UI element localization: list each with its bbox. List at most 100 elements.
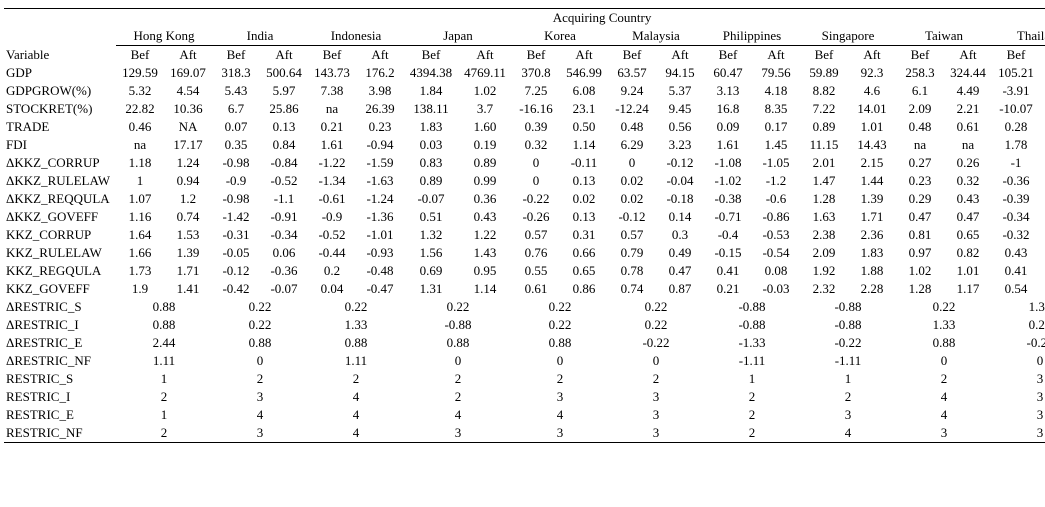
value-cell: 3 (404, 424, 512, 443)
value-cell: -10.07 (992, 100, 1040, 118)
value-cell: 318.3 (212, 64, 260, 82)
super-header: Acquiring Country (116, 9, 1045, 28)
value-cell: 0.30 (1040, 118, 1045, 136)
value-cell: -1.59 (356, 154, 404, 172)
value-cell: 0.02 (560, 190, 608, 208)
value-cell: -0.71 (704, 208, 752, 226)
value-cell: 0.69 (404, 262, 458, 280)
value-cell: -1.05 (752, 154, 800, 172)
value-cell: 6.08 (560, 82, 608, 100)
value-cell: 0.22 (404, 298, 512, 316)
value-cell: -0.53 (752, 226, 800, 244)
country-header: Hong Kong (116, 27, 212, 46)
value-cell: 6.7 (212, 100, 260, 118)
value-cell: 4.18 (752, 82, 800, 100)
variable-cell: ΔKKZ_RULELAW (4, 172, 116, 190)
subperiod-header: Aft (752, 46, 800, 65)
variable-cell: GDP (4, 64, 116, 82)
table-row: RESTRIC_E1444432343 (4, 406, 1045, 424)
value-cell: 4 (308, 424, 404, 443)
value-cell: 6.29 (608, 136, 656, 154)
subperiod-header: Bef (404, 46, 458, 65)
value-cell: 0.88 (212, 334, 308, 352)
value-cell: -0.88 (800, 298, 896, 316)
value-cell: 0.02 (608, 190, 656, 208)
value-cell: 2 (896, 370, 992, 388)
value-cell: 0.43 (458, 208, 512, 226)
value-cell: 0.65 (560, 262, 608, 280)
value-cell: 1.02 (458, 82, 512, 100)
value-cell: -1.02 (704, 172, 752, 190)
value-cell: 0 (608, 352, 704, 370)
value-cell: 0.19 (458, 136, 512, 154)
value-cell: 0.84 (260, 136, 308, 154)
value-cell: 17.17 (164, 136, 212, 154)
value-cell: 0.83 (404, 154, 458, 172)
value-cell: -16.16 (512, 100, 560, 118)
value-cell: 4 (212, 406, 308, 424)
value-cell: 5.97 (260, 82, 308, 100)
variable-cell: FDI (4, 136, 116, 154)
value-cell: -0.9 (308, 208, 356, 226)
value-cell: -0.15 (704, 244, 752, 262)
value-cell: 0.22 (896, 298, 992, 316)
value-cell: 2 (116, 388, 212, 406)
value-cell: -0.27 (1040, 190, 1045, 208)
value-cell: 0.89 (800, 118, 848, 136)
value-cell: 0.3 (656, 226, 704, 244)
variable-header: Variable (4, 9, 116, 65)
table-row: GDPGROW(%)5.324.545.435.977.383.981.841.… (4, 82, 1045, 100)
value-cell: 1.88 (848, 262, 896, 280)
value-cell: 1.64 (116, 226, 164, 244)
subperiod-header: Bef (308, 46, 356, 65)
value-cell: 4 (800, 424, 896, 443)
value-cell: -0.05 (212, 244, 260, 262)
value-cell: 1.47 (800, 172, 848, 190)
value-cell: 3 (992, 388, 1045, 406)
value-cell: 0.74 (164, 208, 212, 226)
value-cell: -0.44 (308, 244, 356, 262)
value-cell: 2 (212, 370, 308, 388)
country-header: Thailand (992, 27, 1045, 46)
value-cell: 0.74 (608, 280, 656, 298)
value-cell: 0.43 (992, 244, 1040, 262)
value-cell: 0.88 (116, 298, 212, 316)
value-cell: 3.23 (656, 136, 704, 154)
value-cell: 2.15 (848, 154, 896, 172)
value-cell: 2 (800, 388, 896, 406)
value-cell: 92.3 (848, 64, 896, 82)
value-cell: 5.32 (116, 82, 164, 100)
value-cell: 1.39 (848, 190, 896, 208)
value-cell: 11.15 (800, 136, 848, 154)
table-body: GDP129.59169.07318.3500.64143.73176.2439… (4, 64, 1045, 443)
value-cell: 4 (308, 406, 404, 424)
value-cell: 0.22 (608, 316, 704, 334)
value-cell: 1.92 (800, 262, 848, 280)
value-cell: 324.44 (944, 64, 992, 82)
value-cell: 0.14 (656, 208, 704, 226)
value-cell: 0.48 (608, 118, 656, 136)
value-cell: 500.64 (260, 64, 308, 82)
value-cell: 176.2 (356, 64, 404, 82)
value-cell: -0.86 (752, 208, 800, 226)
value-cell: 4 (512, 406, 608, 424)
value-cell: -0.34 (992, 208, 1040, 226)
value-cell: 0.38 (1040, 262, 1045, 280)
value-cell: -3.91 (992, 82, 1040, 100)
value-cell: 1.22 (458, 226, 512, 244)
value-cell: 25.86 (260, 100, 308, 118)
value-cell: 0.23 (356, 118, 404, 136)
value-cell: 2 (704, 424, 800, 443)
value-cell: -1.1 (260, 190, 308, 208)
value-cell: 3.13 (704, 82, 752, 100)
value-cell: 0.29 (896, 190, 944, 208)
value-cell: 0.49 (656, 244, 704, 262)
value-cell: 2.09 (896, 100, 944, 118)
value-cell: 2.36 (848, 226, 896, 244)
value-cell: 0.57 (608, 226, 656, 244)
value-cell: 0.21 (308, 118, 356, 136)
value-cell: -1.22 (308, 154, 356, 172)
value-cell: 14.43 (848, 136, 896, 154)
value-cell: 0.61 (512, 280, 560, 298)
value-cell: 1 (116, 370, 212, 388)
